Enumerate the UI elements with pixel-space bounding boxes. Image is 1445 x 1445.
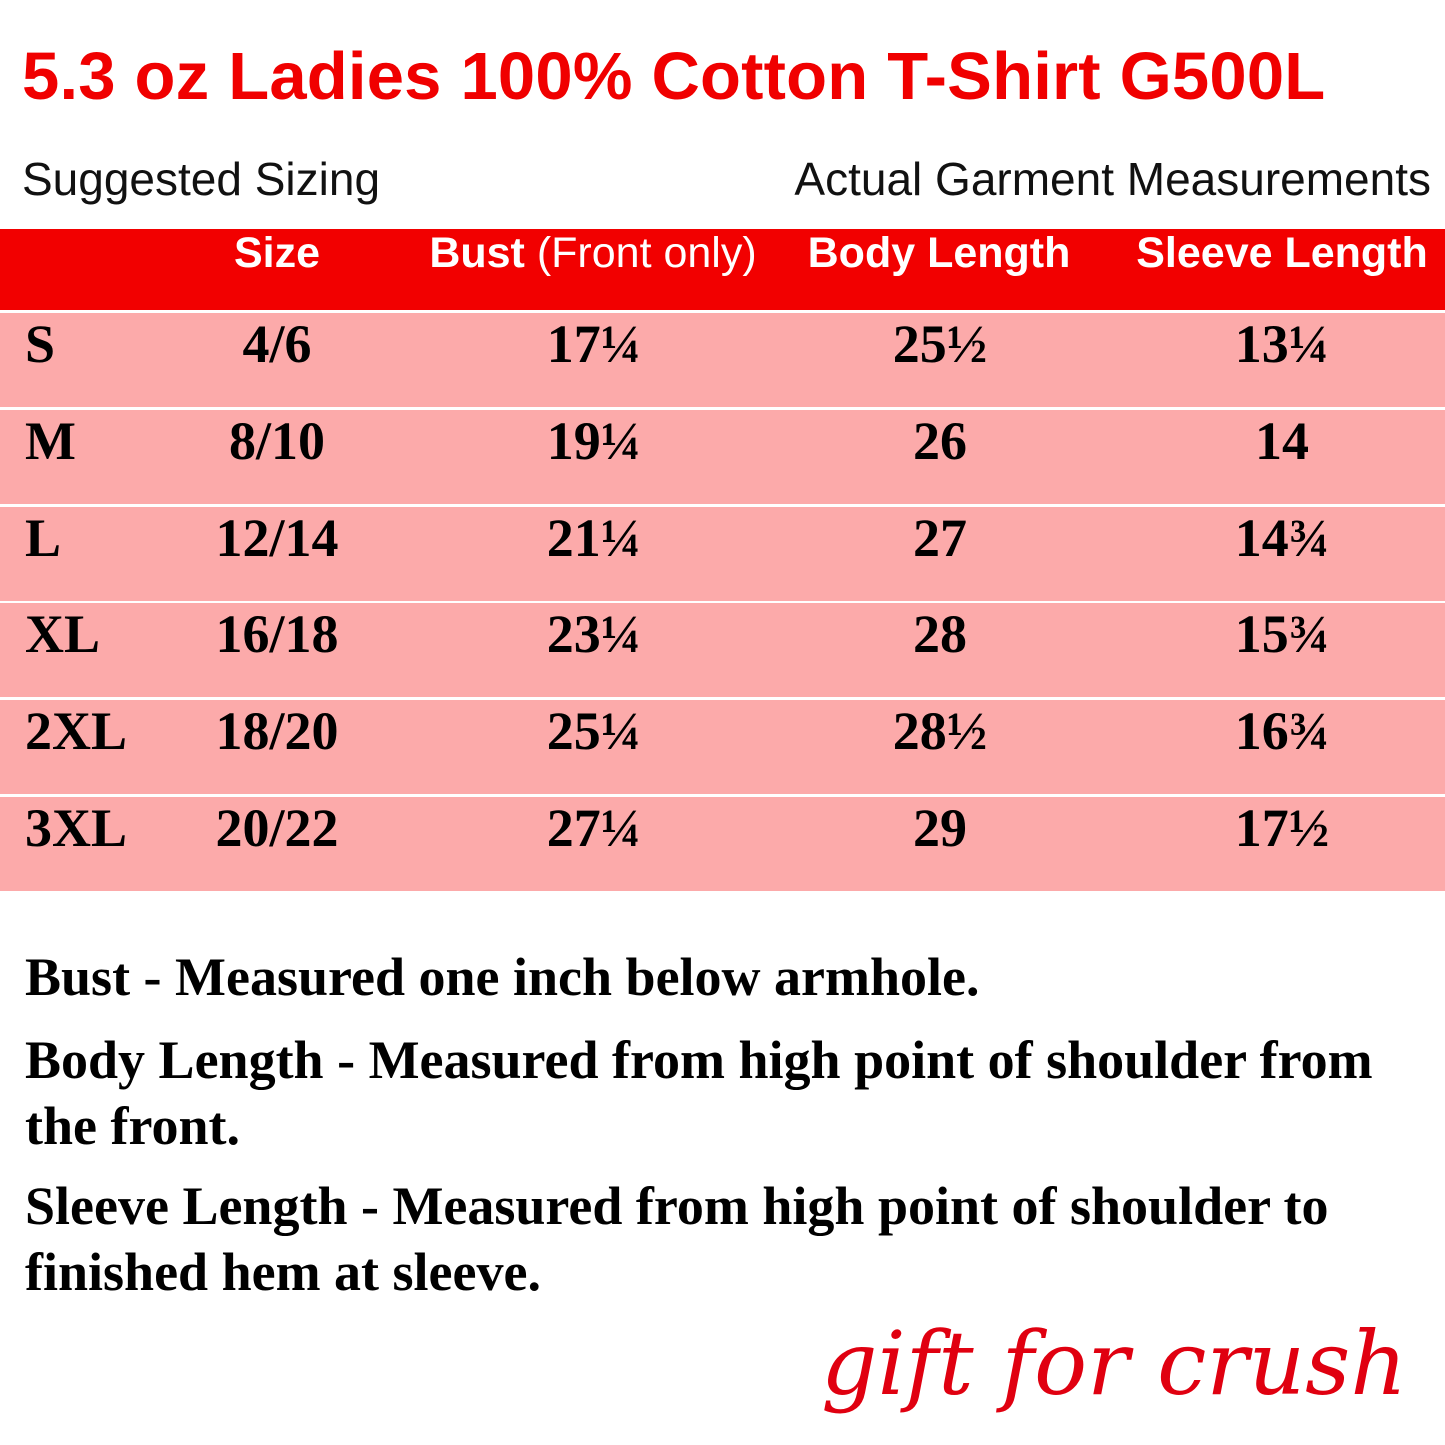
cell-bust: 17¼: [546, 314, 642, 374]
note-body-length: Body Length - Measured from high point o…: [25, 1030, 1373, 1156]
header-bust: Bust (Front only): [429, 229, 756, 310]
cell-bust: 25¼: [546, 701, 642, 761]
cell-sleeve-length: 14¾: [1234, 508, 1330, 568]
cell-sleeve-length: 16¾: [1234, 701, 1330, 761]
table-row: M 8/10 19¼ 26 14: [0, 410, 1445, 504]
row-label: S: [25, 314, 56, 374]
header-bust-note: (Front only): [536, 229, 757, 277]
cell-size: 12/14: [215, 508, 339, 568]
row-label: XL: [25, 604, 101, 664]
row-label: M: [25, 411, 76, 471]
table-row: XL 16/18 23¼ 28 15¾: [0, 603, 1445, 697]
table-header: Size Bust (Front only) Body Length Sleev…: [0, 229, 1445, 310]
header-bust-label: Bust: [429, 229, 525, 277]
cell-size: 18/20: [215, 701, 339, 761]
cell-sleeve-length: 13¼: [1234, 314, 1330, 374]
table-row: 2XL 18/20 25¼ 28½ 16¾: [0, 700, 1445, 794]
header-body-length: Body Length: [807, 229, 1071, 277]
header-sleeve-length: Sleeve Length: [1136, 229, 1428, 277]
signature-text: gift for crush: [821, 1312, 1407, 1415]
row-label: 2XL: [25, 701, 128, 761]
row-label: L: [25, 508, 62, 568]
cell-size: 20/22: [215, 798, 339, 858]
cell-bust: 23¼: [546, 604, 642, 664]
cell-bust: 19¼: [546, 411, 642, 471]
table-row: 3XL 20/22 27¼ 29 17½: [0, 797, 1445, 891]
cell-sleeve-length: 14: [1255, 411, 1309, 471]
table-row: S 4/6 17¼ 25½ 13¼: [0, 313, 1445, 407]
cell-body-length: 28: [913, 604, 967, 664]
cell-body-length: 25½: [892, 314, 988, 374]
cell-bust: 21¼: [546, 508, 642, 568]
note-bust: Bust - Measured one inch below armhole.: [25, 947, 980, 1007]
suggested-sizing-label: Suggested Sizing: [22, 153, 381, 205]
cell-sleeve-length: 17½: [1234, 798, 1330, 858]
actual-measurements-label: Actual Garment Measurements: [794, 153, 1431, 205]
cell-body-length: 28½: [892, 701, 988, 761]
page-title: 5.3 oz Ladies 100% Cotton T-Shirt G500L: [22, 39, 1326, 114]
cell-sleeve-length: 15¾: [1234, 604, 1330, 664]
note-sleeve-length: Sleeve Length - Measured from high point…: [25, 1176, 1329, 1302]
cell-size: 16/18: [215, 604, 339, 664]
cell-body-length: 26: [913, 411, 967, 471]
header-size: Size: [233, 229, 321, 277]
cell-body-length: 27: [913, 508, 967, 568]
cell-size: 8/10: [228, 411, 326, 471]
cell-size: 4/6: [242, 314, 312, 374]
row-label: 3XL: [25, 798, 128, 858]
table-row: L 12/14 21¼ 27 14¾: [0, 507, 1445, 601]
cell-bust: 27¼: [546, 798, 642, 858]
cell-body-length: 29: [913, 798, 967, 858]
